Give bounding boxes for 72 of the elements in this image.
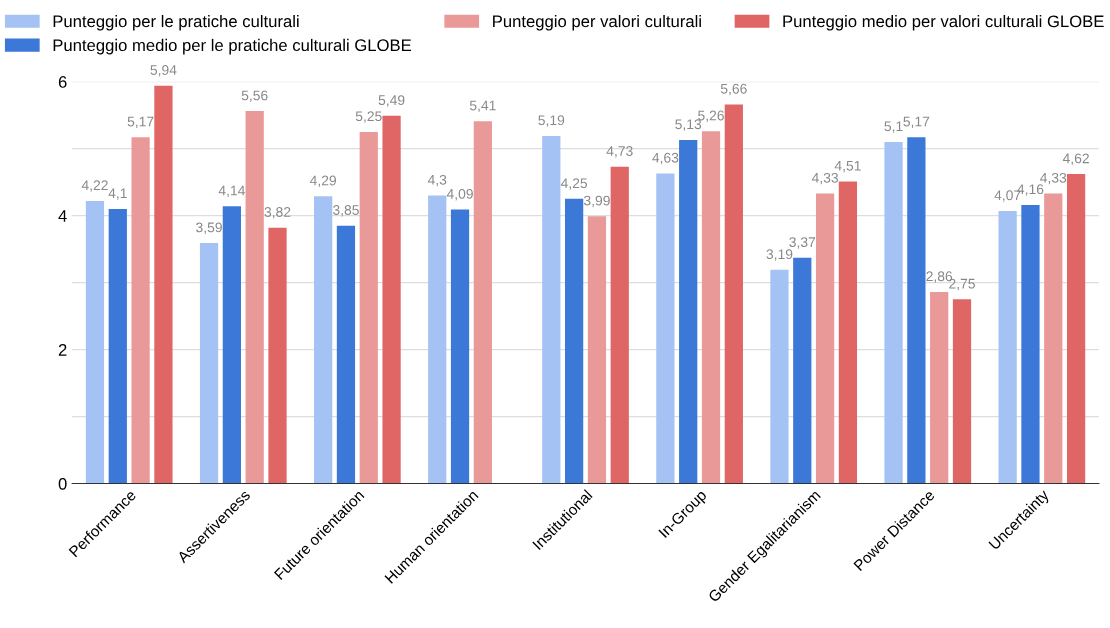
data-label: 3,99 bbox=[583, 195, 610, 208]
data-label: 4,22 bbox=[81, 180, 108, 192]
data-label: 4,25 bbox=[560, 178, 588, 190]
bar bbox=[1021, 204, 1040, 484]
data-label: 4,73 bbox=[606, 146, 633, 158]
bar bbox=[336, 225, 356, 484]
bar bbox=[701, 131, 721, 484]
data-label: 5,17 bbox=[903, 116, 930, 129]
bar bbox=[1044, 193, 1063, 484]
bar bbox=[1066, 174, 1086, 484]
data-label: 4,3 bbox=[427, 174, 447, 187]
data-label: 4,09 bbox=[446, 188, 473, 201]
data-label: 5,19 bbox=[538, 115, 565, 127]
data-label: 4,29 bbox=[309, 175, 336, 188]
bar bbox=[907, 137, 926, 484]
bar bbox=[587, 216, 607, 484]
y-tick-label: 4 bbox=[58, 210, 67, 222]
y-tick-label: 2 bbox=[58, 343, 67, 356]
data-label: 3,59 bbox=[196, 222, 222, 234]
data-label: 5,17 bbox=[127, 116, 154, 129]
bar bbox=[724, 104, 743, 484]
bar bbox=[998, 210, 1017, 484]
data-label: 5,41 bbox=[469, 100, 496, 113]
bar bbox=[154, 85, 173, 484]
y-tick-label: 0 bbox=[58, 477, 67, 490]
bar bbox=[930, 291, 949, 484]
bar bbox=[314, 196, 333, 484]
data-label: 4,51 bbox=[834, 160, 861, 173]
bar bbox=[108, 208, 127, 484]
data-label: 3,19 bbox=[766, 249, 793, 261]
bar bbox=[268, 227, 287, 484]
data-label: 4,63 bbox=[652, 152, 679, 165]
bar bbox=[770, 269, 789, 484]
bar bbox=[952, 299, 972, 484]
bar bbox=[473, 121, 492, 484]
legend-label: Punteggio medio per valori culturali GLOBE bbox=[783, 15, 1104, 31]
bar bbox=[199, 243, 219, 484]
bar bbox=[793, 257, 812, 484]
legend-label: Punteggio medio per le pratiche culturali GLOBE bbox=[53, 38, 412, 55]
data-label: 5,49 bbox=[378, 95, 405, 107]
bar bbox=[679, 139, 698, 484]
data-label: 3,82 bbox=[264, 207, 291, 219]
bar bbox=[359, 131, 378, 484]
bar bbox=[245, 111, 264, 484]
bar bbox=[656, 173, 675, 484]
data-label: 5,25 bbox=[355, 111, 382, 123]
data-label: 4,33 bbox=[811, 172, 839, 185]
y-tick-label: 6 bbox=[58, 76, 67, 88]
data-label: 3,37 bbox=[789, 237, 816, 249]
legend-label: Punteggio per le pratiche culturali bbox=[53, 15, 299, 31]
data-label: 5,1 bbox=[884, 121, 903, 133]
data-label: 4,33 bbox=[1040, 172, 1067, 185]
bar bbox=[884, 141, 903, 484]
legend-label: Punteggio per valori culturali bbox=[493, 15, 701, 31]
bar bbox=[85, 200, 105, 484]
bar bbox=[542, 135, 561, 484]
bar bbox=[131, 137, 150, 484]
bar bbox=[382, 115, 401, 484]
data-label: 4,1 bbox=[108, 188, 127, 200]
bar bbox=[428, 195, 447, 484]
data-label: 5,94 bbox=[150, 65, 177, 77]
bar bbox=[610, 166, 629, 484]
bar bbox=[564, 198, 584, 484]
bar bbox=[838, 181, 858, 484]
data-label: 4,62 bbox=[1062, 153, 1089, 165]
bar bbox=[450, 209, 470, 484]
bar bbox=[815, 193, 835, 484]
bar bbox=[222, 206, 241, 484]
data-label: 4,14 bbox=[218, 185, 245, 198]
data-label: 5,66 bbox=[720, 83, 747, 96]
data-label: 3,85 bbox=[332, 205, 359, 217]
data-label: 5,56 bbox=[241, 90, 268, 102]
